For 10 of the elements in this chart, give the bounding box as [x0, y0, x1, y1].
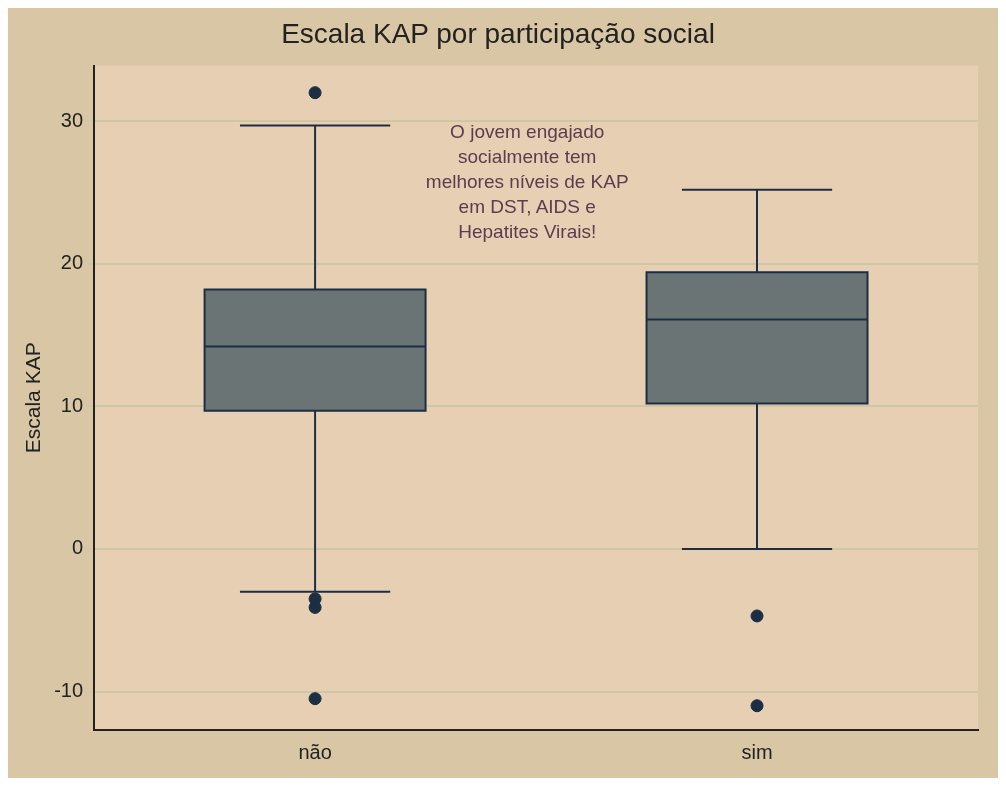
- x-tick-label: não: [298, 740, 332, 763]
- y-tick-label: -10: [54, 679, 84, 702]
- chart-title: Escala KAP por participação social: [281, 17, 715, 49]
- y-tick-label: 20: [60, 251, 84, 274]
- y-tick-label: 10: [60, 393, 84, 416]
- annotation: O jovem engajado socialmente tem melhores níveis de KAP em DST, AIDS e Hepatites Virais!: [425, 121, 629, 243]
- y-tick-label: 30: [60, 108, 84, 131]
- y-tick-label: 0: [71, 536, 84, 559]
- y-axis-title: Escala KAP: [21, 342, 45, 454]
- x-tick-label: sim: [741, 740, 773, 763]
